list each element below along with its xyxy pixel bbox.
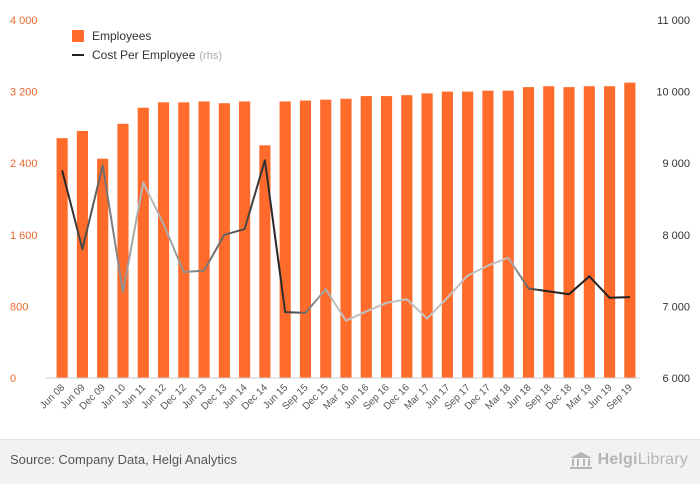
legend-label-employees: Employees (92, 29, 151, 43)
bar-dec-17[interactable] (482, 90, 494, 378)
legend-swatch-employees (72, 30, 84, 42)
bar-dec-13[interactable] (218, 103, 230, 379)
brand-name: HelgiLibrary (598, 451, 688, 469)
bar-sep-17[interactable] (462, 91, 474, 378)
cost-per-employee-line[interactable] (61, 159, 630, 322)
bar-jun-10[interactable] (117, 123, 129, 378)
bar-jun-17[interactable] (441, 91, 453, 378)
left-tick-label: 1 600 (10, 230, 38, 242)
right-tick-label: 6 000 (662, 373, 690, 385)
bar-jun-14[interactable] (239, 101, 251, 378)
bar-mar-19[interactable] (583, 86, 595, 378)
right-tick-label: 7 000 (662, 301, 690, 313)
bar-mar-17[interactable] (421, 93, 433, 378)
legend-label-cost: Cost Per Employee (rhs) (92, 48, 222, 62)
right-tick-label: 11 000 (657, 15, 690, 27)
bar-jun-12[interactable] (157, 102, 170, 378)
brand-logo[interactable]: HelgiLibrary (568, 450, 688, 470)
bar-jun-19[interactable] (604, 86, 616, 378)
right-tick-label: 10 000 (656, 87, 690, 99)
line-group (61, 159, 630, 322)
bar-dec-12[interactable] (178, 102, 190, 378)
bar-jun-09[interactable] (76, 130, 88, 378)
legend-label-cost-name: Cost Per Employee (92, 48, 196, 62)
right-tick-label: 8 000 (662, 230, 690, 242)
bar-jun-11[interactable] (137, 107, 149, 379)
bar-jun-08[interactable] (56, 138, 68, 378)
left-tick-label: 3 200 (10, 87, 38, 99)
bar-jun-13[interactable] (198, 101, 210, 378)
bar-dec-14[interactable] (259, 145, 271, 378)
bar-sep-18[interactable] (543, 86, 555, 378)
library-building-icon (569, 452, 592, 469)
bar-sep-15[interactable] (299, 100, 312, 379)
left-tick-label: 2 400 (10, 158, 38, 170)
bar-mar-18[interactable] (502, 90, 514, 378)
bars-group (56, 82, 636, 379)
bar-sep-16[interactable] (380, 96, 393, 378)
left-tick-label: 800 (10, 301, 28, 313)
legend[interactable]: Employees Cost Per Employee (rhs) (72, 29, 222, 62)
bar-mar-16[interactable] (340, 98, 352, 378)
left-tick-label: 0 (10, 373, 16, 385)
brand-name-part2: Library (637, 451, 688, 468)
left-tick-label: 4 000 (10, 15, 38, 27)
left-axis: 0 800 1 600 2 400 3 200 4 000 (10, 15, 38, 385)
legend-label-cost-suffix: (rhs) (199, 50, 222, 62)
right-axis: 6 000 7 000 8 000 9 000 10 000 11 000 (656, 15, 690, 385)
bar-jun-15[interactable] (279, 101, 291, 378)
bar-dec-09[interactable] (97, 158, 109, 378)
source-text: Source: Company Data, Helgi Analytics (10, 452, 237, 467)
bar-jun-18[interactable] (522, 87, 535, 379)
brand-name-part1: Helgi (597, 451, 638, 468)
chart: 0 800 1 600 2 400 3 200 4 000 6 000 7 000 8 000… (10, 15, 690, 413)
right-tick-label: 9 000 (662, 158, 690, 170)
bar-jun-16[interactable] (360, 96, 372, 378)
bar-dec-18[interactable] (563, 87, 575, 379)
bar-dec-15[interactable] (320, 99, 332, 378)
bar-sep-19[interactable] (624, 82, 636, 379)
bar-dec-16[interactable] (401, 95, 413, 379)
footer: Source: Company Data, Helgi Analytics He… (0, 439, 700, 484)
